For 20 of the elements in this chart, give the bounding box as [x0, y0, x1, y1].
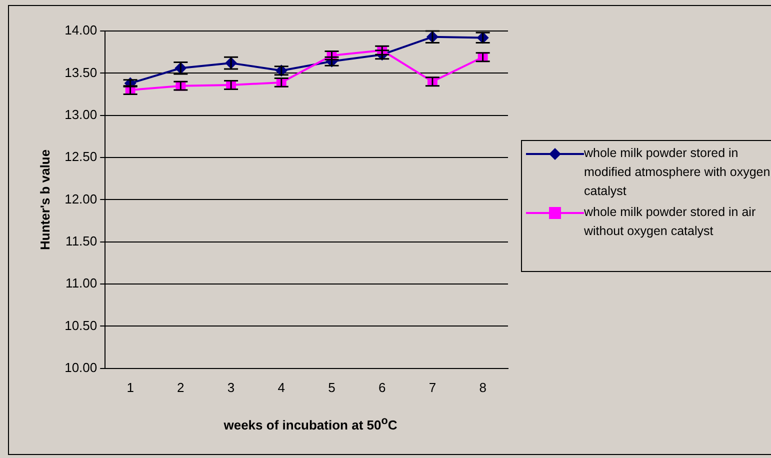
y-tick-label: 13.00	[64, 106, 98, 122]
x-axis-title: weeks of incubation at 50$^{o}$C	[222, 415, 398, 432]
x-tick-label: 8	[479, 380, 486, 395]
x-tick-label: 6	[378, 380, 386, 395]
x-tick-label: 5	[328, 380, 336, 395]
y-tick-label: 12.00	[64, 191, 98, 206]
y-tick-label: 12.50	[64, 149, 98, 164]
y-tick-label: 10.50	[64, 318, 98, 333]
y-axis-title: Hunter's b value	[37, 149, 52, 250]
x-tick-label: 2	[177, 380, 184, 395]
y-tick-label: 11.50	[66, 233, 98, 248]
y-tick-label: 13.50	[64, 64, 98, 80]
x-tick-label: 7	[428, 380, 436, 395]
x-tick-label: 3	[227, 380, 235, 395]
legend-label: whole milk powder stored in air without oxygen catalyst	[584, 204, 757, 240]
x-tick-label: 1	[126, 380, 134, 395]
y-tick-label: 14.00	[64, 22, 98, 38]
y-tick-label: 11.00	[66, 276, 98, 291]
x-tick-label: 4	[278, 380, 286, 395]
y-tick-label: 10.00	[64, 360, 98, 375]
